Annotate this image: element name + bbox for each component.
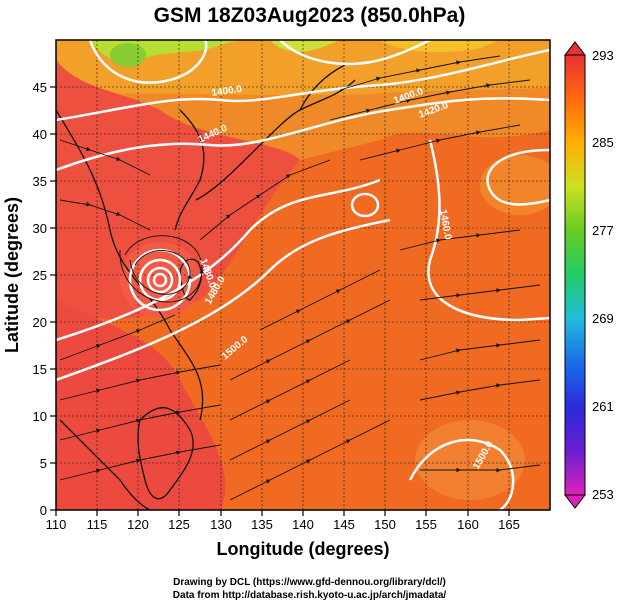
y-tick-label: 15	[33, 362, 47, 377]
x-tick-label: 140	[292, 517, 314, 532]
colorbar-tick-label: 269	[592, 311, 614, 326]
colorbar-tick-label: 285	[592, 135, 614, 150]
x-tick-label: 155	[415, 517, 437, 532]
x-tick-label: 150	[374, 517, 396, 532]
x-tick-label: 145	[333, 517, 355, 532]
y-tick-label: 10	[33, 409, 47, 424]
y-tick-label: 45	[33, 80, 47, 95]
colorbar-tick-label: 261	[592, 399, 614, 414]
y-tick-label: 35	[33, 174, 47, 189]
y-tick-label: 5	[40, 456, 47, 471]
colorbar: 253 261 269 277 285 293	[563, 41, 614, 509]
x-tick-label: 120	[127, 517, 149, 532]
colorbar-top-cap	[563, 41, 587, 56]
x-tick-label: 135	[251, 517, 273, 532]
contour-label: 1460.0	[437, 209, 453, 241]
colorbar-tick-label: 253	[592, 487, 614, 502]
chart-title: GSM 18Z03Aug2023 (850.0hPa)	[153, 4, 466, 27]
y-tick-label: 30	[33, 221, 47, 236]
y-tick-label: 0	[40, 503, 47, 518]
y-axis-label: Latitude (degrees)	[2, 197, 22, 353]
y-tick-label: 20	[33, 315, 47, 330]
y-tick-label: 25	[33, 268, 47, 283]
credit-line-data: Data from http://database.rish.kyoto-u.a…	[172, 590, 447, 601]
x-tick-label: 115	[87, 517, 108, 532]
x-axis: 110 115 120 125 130 135 140 145 150 155 …	[46, 510, 520, 559]
colorbar-tick-label: 277	[592, 223, 614, 238]
x-tick-label: 160	[457, 517, 479, 532]
x-axis-label: Longitude (degrees)	[216, 539, 389, 559]
y-axis: 0 5 10 15 20 25 30 35 40 45 Latitude (de…	[2, 80, 56, 518]
wind-streamlines	[59, 55, 541, 501]
colorbar-scale	[564, 54, 586, 496]
y-tick-label: 40	[33, 127, 47, 142]
x-tick-label: 110	[46, 517, 67, 532]
temperature-field	[56, 40, 550, 510]
x-tick-label: 130	[210, 517, 232, 532]
contour-label: 1400.0	[211, 84, 243, 99]
colorbar-bottom-cap	[563, 494, 587, 509]
credit-line-drawing: Drawing by DCL (https://www.gfd-dennou.o…	[173, 577, 446, 588]
colorbar-tick-label: 293	[592, 48, 614, 63]
x-tick-label: 125	[168, 517, 190, 532]
x-tick-label: 165	[498, 517, 520, 532]
geopotential-contours	[56, 40, 550, 510]
